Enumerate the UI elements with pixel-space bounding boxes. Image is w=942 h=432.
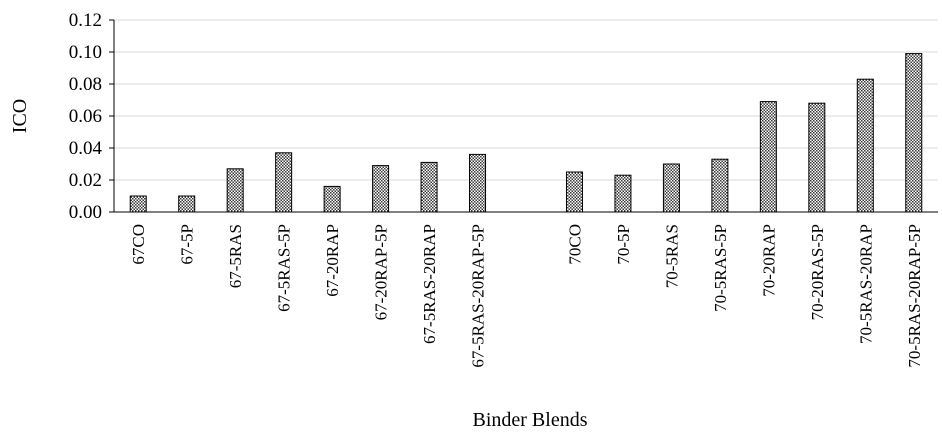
y-tick-label: 0.10 (69, 42, 102, 63)
x-tick-label: 70-5RAS-20RAP-5P (905, 224, 924, 368)
x-tick-label: 70-5RAS-5P (711, 224, 730, 312)
bar-67-5p (178, 195, 196, 213)
x-tick-label: 67-20RAP (323, 224, 342, 297)
bar-70-20ras-5p (808, 102, 826, 213)
x-tick-label: 70-5RAS-20RAP (856, 224, 875, 344)
y-tick-label: 0.08 (69, 74, 102, 95)
x-tick-label: 67-5RAS-20RAP (420, 224, 439, 344)
x-tick-label: 67CO (129, 224, 148, 265)
bar-67-5ras-20rap (420, 161, 438, 213)
x-tick-label: 67-5RAS-5P (275, 224, 294, 312)
bar-70-5p (614, 174, 632, 213)
x-tick-label: 70CO (565, 224, 584, 265)
x-tick-label: 67-5P (178, 224, 197, 265)
bar-67co (129, 195, 147, 213)
x-tick-label: 67-20RAP-5P (372, 224, 391, 320)
gridlines (114, 19, 938, 181)
x-tick-label: 70-5RAS (662, 224, 681, 288)
x-tick-labels: 67CO 67-5P 67-5RAS 67-5RAS-5P 67-20RAP 67-20R… (129, 224, 924, 368)
y-tick-label: 0.12 (69, 10, 102, 31)
axes (109, 19, 938, 213)
bar-67-5ras (226, 168, 244, 213)
bar-70-20rap (759, 101, 777, 213)
x-tick-label: 70-20RAS-5P (808, 224, 827, 320)
x-tick-label: 70-20RAP (759, 224, 778, 297)
y-tick-label: 0.04 (69, 138, 103, 159)
bar-67-5ras-20rap-5p (469, 153, 487, 213)
y-axis-title: ICO (9, 99, 31, 133)
x-axis-title: Binder Blends (473, 409, 588, 431)
bar-67-5ras-5p (275, 152, 293, 213)
bar-67-20rap (323, 185, 341, 213)
bars (129, 53, 923, 213)
y-tick-label: 0.02 (69, 170, 102, 191)
bar-70-5ras-20rap-5p (905, 53, 923, 213)
bar-70co (565, 171, 583, 213)
bar-70-5ras-5p (711, 158, 729, 213)
y-tick-label: 0.00 (69, 202, 102, 223)
x-tick-label: 67-5RAS-20RAP-5P (469, 224, 488, 368)
y-tick-label: 0.06 (69, 106, 102, 127)
x-tick-label: 70-5P (614, 224, 633, 265)
bar-70-5ras-20rap (856, 78, 874, 213)
bar-70-5ras (662, 163, 680, 213)
x-tick-label: 67-5RAS (226, 224, 245, 288)
y-tick-labels: 0.00 0.02 0.04 0.06 0.08 0.10 0.12 (69, 10, 103, 223)
bar-67-20rap-5p (372, 165, 390, 213)
